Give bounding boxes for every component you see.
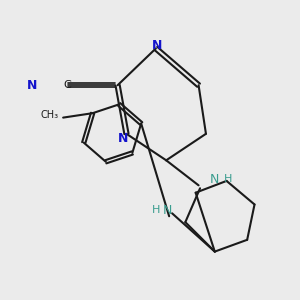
Text: N: N [152,39,163,52]
Text: H: H [152,206,160,215]
Text: N: N [27,79,38,92]
Text: C: C [64,80,71,90]
Text: N: N [163,204,172,217]
Text: N: N [210,173,220,186]
Text: CH₃: CH₃ [41,110,59,120]
Text: H: H [224,174,232,184]
Text: N: N [118,132,129,145]
